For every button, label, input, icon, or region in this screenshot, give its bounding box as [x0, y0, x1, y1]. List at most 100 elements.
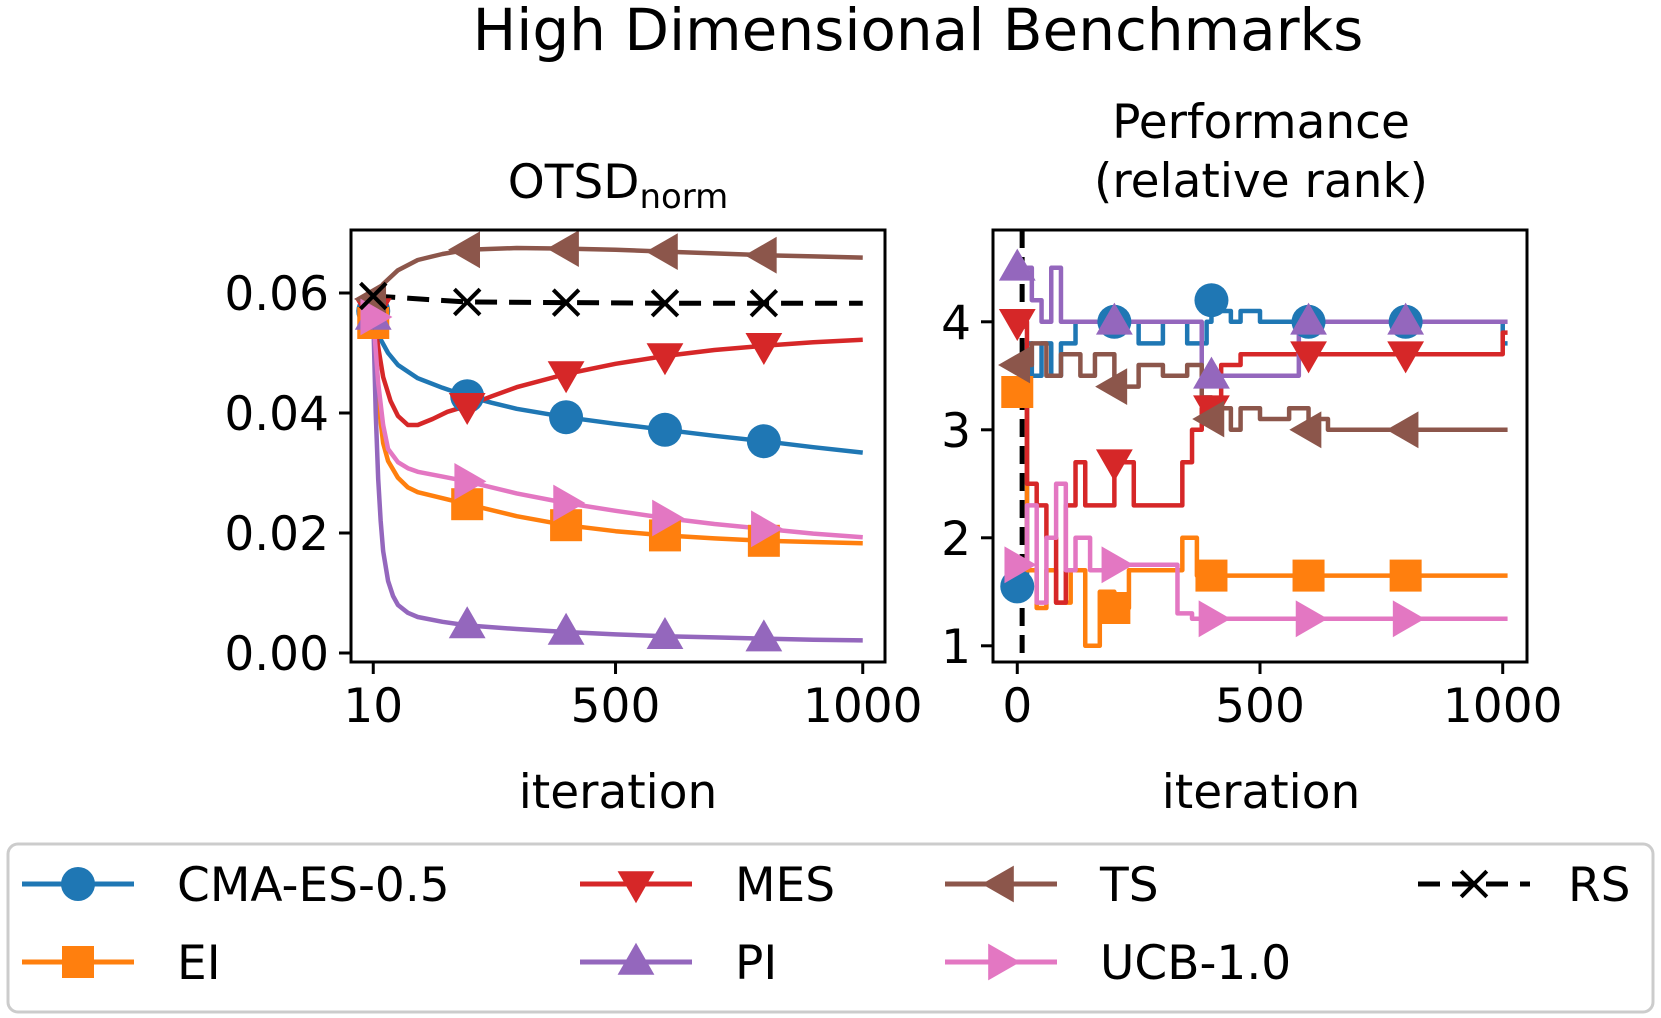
legend-label-ei: EI	[177, 936, 221, 991]
otsd-title-main: OTSD	[508, 155, 640, 210]
otsd-marker-mes	[448, 393, 486, 425]
legend-entry-ucb-1-0: UCB-1.0	[945, 936, 1291, 991]
rank-marker-pi	[1095, 302, 1133, 335]
rank-ticks: 0 500 1000 1 2 3 4	[941, 296, 1562, 734]
otsd-marker-rs	[551, 288, 581, 317]
rank-marker-ucb-1-0	[1004, 546, 1037, 584]
otsd-ticks: 10 500 1000 0.00 0.02 0.04 0.06	[224, 267, 922, 734]
otsd-marker-ucb-1-0	[360, 298, 393, 336]
rank-marker-ts	[1192, 400, 1225, 438]
rank-xtick-label: 1000	[1443, 679, 1563, 734]
rank-marker-pi	[1290, 302, 1327, 335]
legend-label-ts: TS	[1099, 858, 1159, 913]
legend-marker-ucb-1-0	[988, 943, 1021, 981]
legend-entry-rs: RS	[1418, 858, 1631, 913]
otsd-series-line-pi	[371, 316, 863, 643]
rank-marker-mes	[998, 309, 1036, 341]
rank-marker-ts	[1095, 368, 1128, 405]
legend-entry-pi: PI	[580, 936, 777, 991]
rank-marker-ei	[1389, 559, 1422, 592]
otsd-marker-cma-es-0-5	[746, 424, 781, 459]
rank-marker-mes	[1095, 449, 1133, 482]
otsd-series-line-mes	[371, 310, 863, 428]
otsd-marker-rs	[650, 288, 680, 318]
legend-marker-rs	[1459, 869, 1489, 899]
otsd-panel: OTSDnorm 10 500 1000 0.00 0.02 0.04 0.06 itera…	[224, 155, 922, 820]
rank-marker-pi	[1193, 356, 1230, 389]
figure-title: High Dimensional Benchmarks	[473, 0, 1364, 64]
otsd-marker-mes	[646, 343, 684, 376]
legend-label-mes: MES	[735, 858, 835, 913]
otsd-xtick-label: 500	[571, 679, 661, 734]
otsd-series-line-ts	[371, 245, 863, 301]
otsd-plot-area	[354, 230, 863, 652]
rank-marker-ts	[1289, 411, 1322, 449]
otsd-ytick-label: 0.04	[224, 387, 329, 442]
rank-marker-ts	[1386, 411, 1419, 449]
otsd-marker-ucb-1-0	[553, 484, 586, 522]
rank-marker-mes	[1290, 341, 1327, 374]
rank-marker-ucb-1-0	[1101, 546, 1134, 584]
legend-marker-ts	[981, 865, 1014, 903]
rank-series-group	[998, 230, 1508, 662]
otsd-panel-title: OTSDnorm	[508, 155, 729, 217]
rank-marker-cma-es-0-5	[1194, 283, 1229, 318]
rank-plot-area	[998, 230, 1508, 662]
legend-entry-ei: EI	[22, 936, 221, 991]
rank-marker-ts	[998, 346, 1031, 384]
otsd-series-line-cma-es-0-5	[371, 310, 863, 455]
otsd-series-group	[354, 230, 863, 652]
legend-marker-cma-es-0-5	[61, 867, 95, 901]
rank-ytick-label: 4	[941, 296, 971, 351]
otsd-ytick-label: 0.06	[224, 267, 329, 322]
legend-label-cma-es-0-5: CMA-ES-0.5	[177, 858, 450, 913]
rank-marker-ucb-1-0	[1198, 600, 1231, 638]
otsd-marker-cma-es-0-5	[549, 400, 584, 435]
otsd-marker-ts	[645, 233, 678, 270]
otsd-marker-ucb-1-0	[454, 463, 487, 500]
rank-xlabel: iteration	[1162, 765, 1361, 820]
otsd-xlabel: iteration	[519, 765, 718, 820]
legend-entry-ts: TS	[945, 858, 1159, 913]
legend: CMA-ES-0.5 MES TS RS EI PI UCB-1.0	[6, 842, 1655, 1014]
otsd-marker-ts	[546, 230, 579, 267]
legend-label-pi: PI	[735, 936, 777, 991]
rank-marker-ei	[1292, 559, 1325, 592]
otsd-marker-pi	[745, 619, 783, 652]
rank-series-line-cma-es-0-5	[1017, 297, 1508, 589]
otsd-marker-ucb-1-0	[751, 510, 784, 548]
otsd-series-line-ucb-1-0	[371, 316, 863, 540]
otsd-marker-ts	[744, 236, 777, 274]
otsd-marker-ucb-1-0	[652, 499, 685, 537]
rank-marker-mes	[1387, 341, 1425, 374]
rank-marker-ei	[1098, 592, 1131, 624]
legend-marker-mes	[617, 871, 655, 904]
otsd-title-subscript: norm	[639, 177, 728, 217]
otsd-marker-rs	[452, 287, 482, 317]
legend-entry-mes: MES	[580, 858, 835, 913]
otsd-ytick-label: 0.02	[224, 507, 329, 562]
rank-xtick-label: 0	[1002, 679, 1032, 734]
legend-marker-ei	[62, 946, 94, 978]
rank-marker-pi	[1387, 302, 1425, 335]
otsd-marker-rs	[359, 281, 388, 311]
legend-entries: CMA-ES-0.5 MES TS RS EI PI UCB-1.0	[22, 858, 1631, 991]
otsd-series-line-rs	[373, 293, 863, 306]
rank-panel-title-line1: Performance	[1112, 95, 1410, 150]
rank-ytick-label: 1	[941, 620, 971, 675]
rank-series-line-ucb-1-0	[1017, 481, 1508, 622]
legend-marker-pi	[617, 942, 655, 975]
rank-series-line-ts	[1017, 341, 1508, 433]
legend-label-rs: RS	[1568, 858, 1631, 913]
otsd-marker-pi	[646, 617, 684, 649]
rank-panel-title-line2: (relative rank)	[1094, 154, 1428, 209]
rank-ytick-label: 2	[941, 512, 971, 567]
rank-panel: Performance (relative rank) 0 500 1000 1 2 3 4…	[941, 95, 1562, 820]
rank-ytick-label: 3	[941, 404, 971, 459]
rank-marker-ucb-1-0	[1392, 600, 1425, 638]
otsd-xtick-label: 10	[343, 679, 403, 734]
otsd-marker-mes	[745, 333, 783, 365]
rank-marker-ucb-1-0	[1295, 600, 1328, 638]
legend-frame	[6, 842, 1655, 1014]
